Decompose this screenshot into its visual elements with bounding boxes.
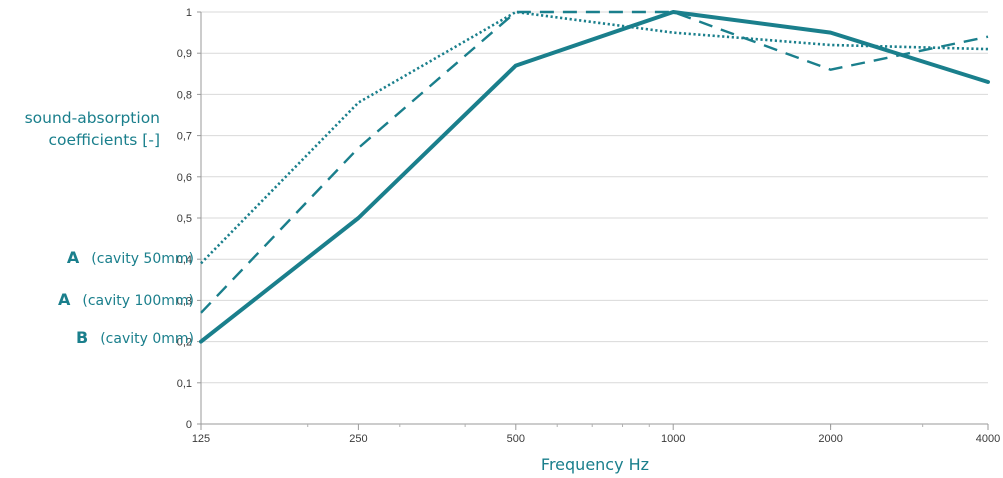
legend: A (cavity 50mm) A (cavity 100mm) B (cavity 0m…	[58, 248, 194, 347]
y-tick-label: 0,9	[177, 48, 192, 60]
x-tick-label: 4000	[976, 433, 1000, 445]
series-line-solid	[199, 10, 990, 344]
series-line-dashed	[200, 10, 989, 314]
legend-description: (cavity 100mm)	[82, 293, 194, 309]
y-tick-labels: 0 0,1 0,2 0,3 0,4 0,5 0,6 0,7 0,8 0,9 1	[177, 7, 192, 431]
legend-entry: A (cavity 50mm)	[67, 248, 194, 267]
series-line-dotted	[200, 10, 989, 265]
legend-letter: A	[58, 290, 71, 309]
series-lines	[199, 10, 990, 344]
legend-letter: A	[67, 248, 80, 267]
y-tick-label: 0,4	[177, 254, 192, 266]
x-axis-label: Frequency Hz	[541, 455, 649, 474]
y-tick-label: 0,3	[177, 295, 192, 307]
legend-entry: A (cavity 100mm)	[58, 290, 194, 309]
y-tick-label: 1	[186, 7, 192, 19]
legend-description: (cavity 0mm)	[100, 331, 194, 347]
y-tick-label: 0,1	[177, 378, 192, 390]
y-tick-label: 0,8	[177, 89, 192, 101]
x-tick-label: 250	[349, 433, 367, 445]
grid-lines	[201, 11, 988, 384]
legend-entry: B (cavity 0mm)	[76, 328, 194, 347]
x-tick-label: 1000	[661, 433, 685, 445]
y-tick-label: 0,6	[177, 172, 192, 184]
y-tick-label: 0,5	[177, 213, 192, 225]
y-axis-label-line-2: coefficients [-]	[49, 131, 160, 149]
y-tick-label: 0,7	[177, 131, 192, 143]
x-tick-label: 125	[192, 433, 210, 445]
axes	[197, 11, 989, 430]
legend-description: (cavity 50mm)	[91, 251, 194, 267]
x-tick-labels: 125 250 500 1000 2000 4000	[192, 433, 1000, 445]
legend-letter: B	[76, 328, 88, 347]
x-tick-label: 500	[507, 433, 525, 445]
x-tick-label: 2000	[818, 433, 842, 445]
y-tick-label: 0	[186, 419, 192, 431]
y-axis-label-line-1: sound-absorption	[25, 109, 160, 127]
y-tick-label: 0,2	[177, 337, 192, 349]
